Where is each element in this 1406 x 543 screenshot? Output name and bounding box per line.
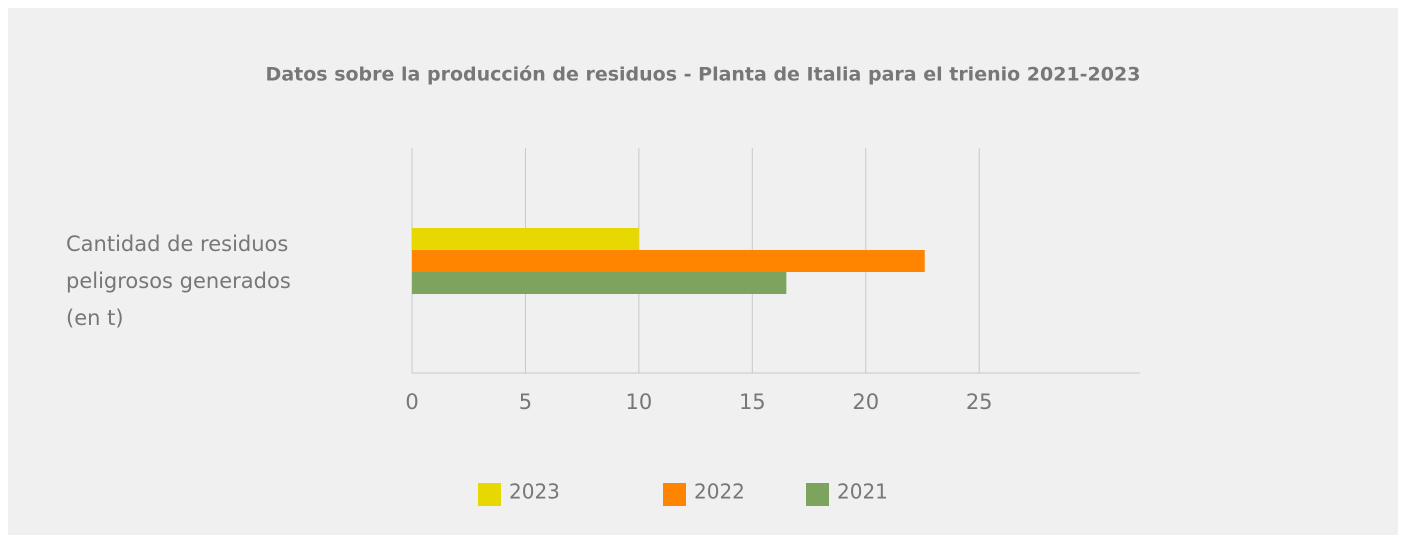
bar xyxy=(412,272,787,294)
x-tick-label: 0 xyxy=(405,390,418,414)
category-label: Cantidad de residuos peligrosos generado… xyxy=(66,232,291,330)
x-tick-label: 25 xyxy=(966,390,993,414)
bar xyxy=(412,250,925,272)
x-tick-label: 10 xyxy=(626,390,653,414)
legend-swatch xyxy=(478,483,501,506)
x-tick-label: 20 xyxy=(852,390,879,414)
x-tick-label: 15 xyxy=(739,390,766,414)
legend-label: 2021 xyxy=(837,480,888,504)
legend-label: 2023 xyxy=(509,480,560,504)
x-tick-label: 5 xyxy=(519,390,532,414)
legend-swatch xyxy=(806,483,829,506)
bar xyxy=(412,228,639,250)
chart-title: Datos sobre la producción de residuos - … xyxy=(266,64,1141,86)
legend-swatch xyxy=(663,483,686,506)
legend-label: 2022 xyxy=(694,480,745,504)
